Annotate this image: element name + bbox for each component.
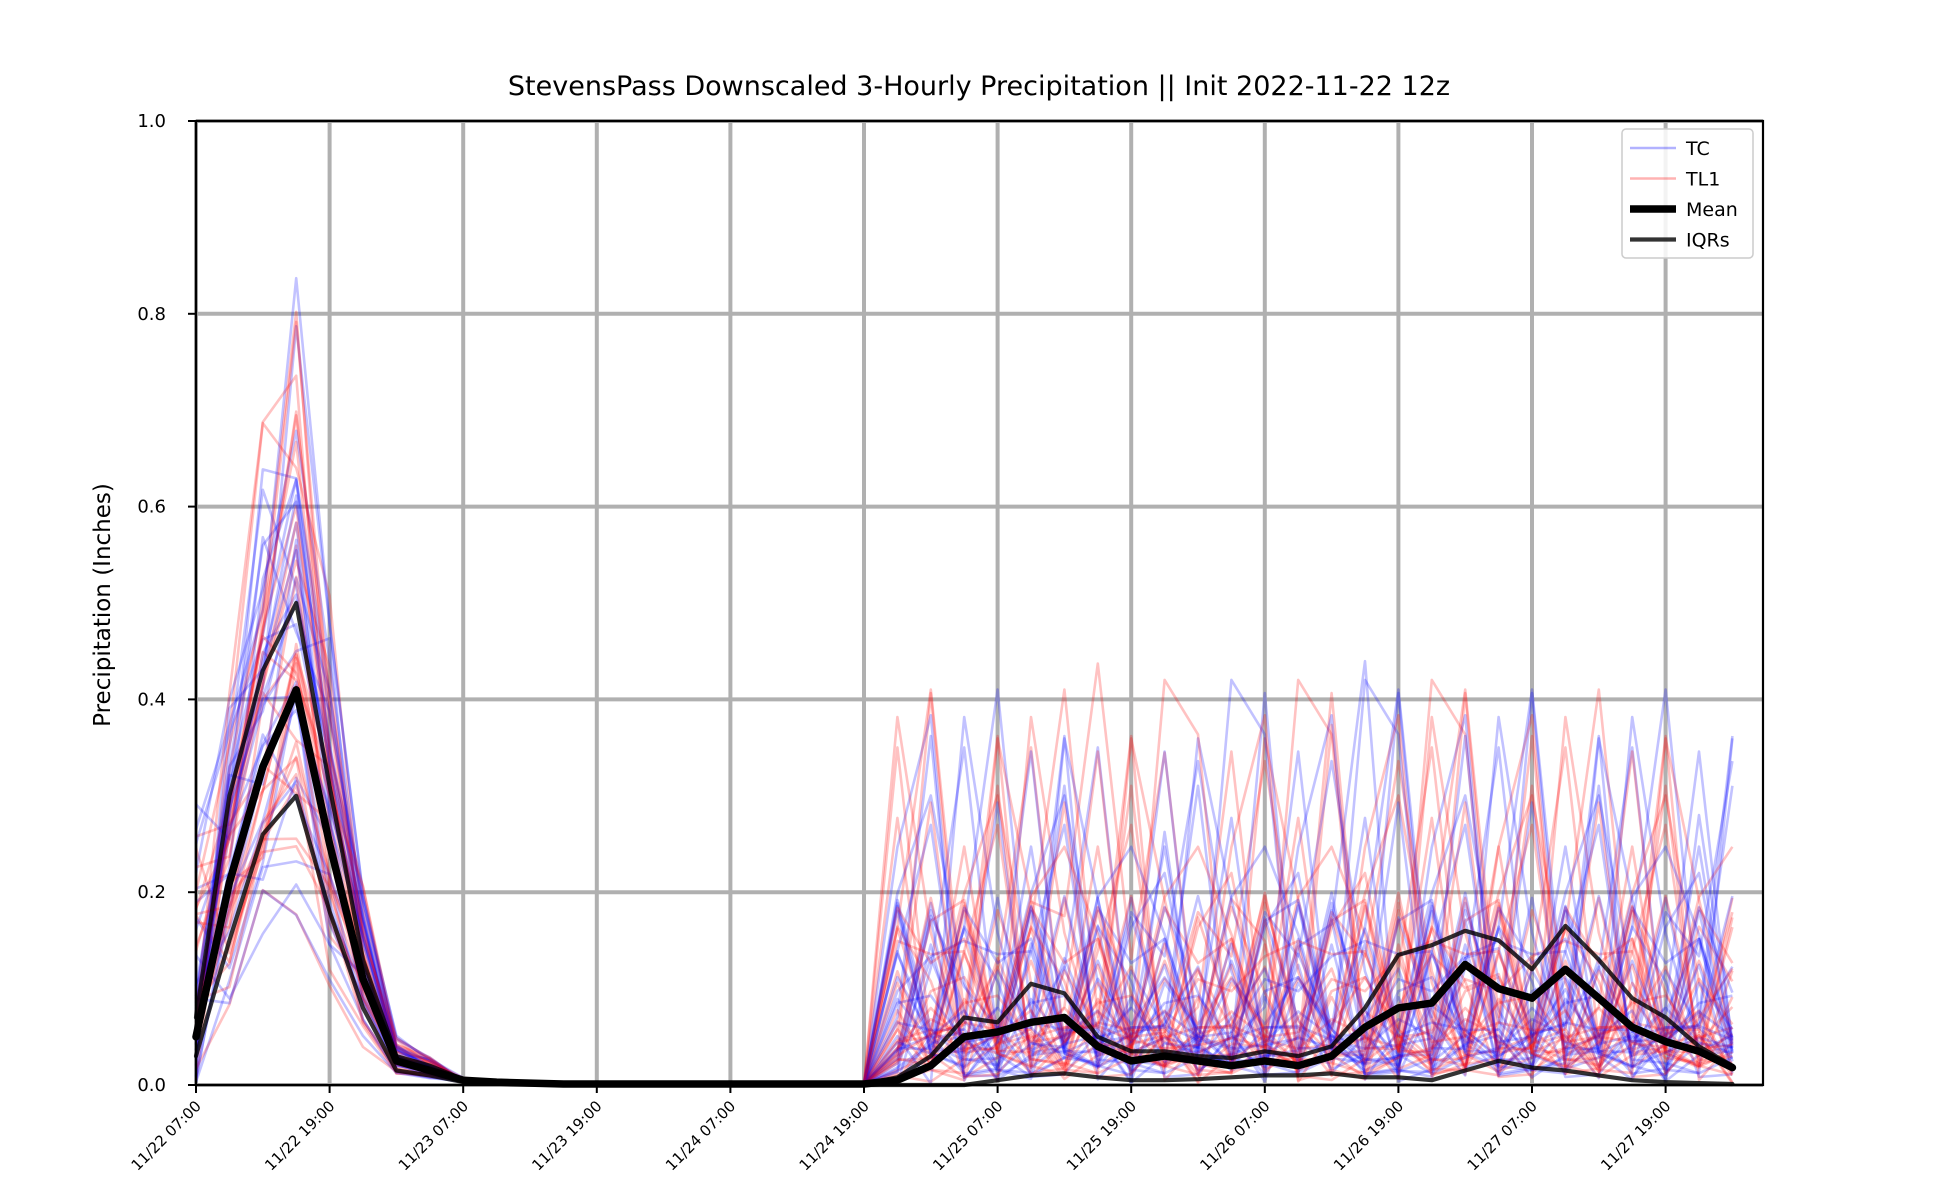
legend-box (1621, 128, 1754, 259)
ensemble-member-line (194, 325, 1734, 1086)
legend-label-tl1: TL1 (1685, 169, 1720, 191)
grid-lines (194, 119, 1763, 1087)
y-tick-label: 0.8 (137, 304, 166, 325)
legend-label-iqrs: IQRs (1686, 230, 1730, 252)
legend-label-tc: TC (1685, 138, 1710, 160)
mean-line (192, 686, 1737, 1088)
y-axis-label: Precipitation (Inches) (90, 483, 116, 727)
chart-title: StevensPass Downscaled 3-Hourly Precipit… (508, 71, 1450, 102)
y-tick-label: 0.0 (137, 1075, 166, 1096)
y-tick-label: 0.6 (137, 497, 166, 518)
ensemble-member-line (195, 559, 1734, 1086)
y-axis-ticks: 0.0 0.2 0.4 0.6 0.8 1.0 (137, 111, 196, 1096)
y-tick-label: 0.4 (137, 689, 166, 710)
plot-frame (194, 119, 1765, 1087)
legend-label-mean: Mean (1686, 199, 1738, 221)
y-tick-label: 1.0 (137, 111, 166, 132)
legend: TC TL1 Mean IQRs (1621, 128, 1754, 259)
y-tick-label: 0.2 (137, 882, 166, 903)
